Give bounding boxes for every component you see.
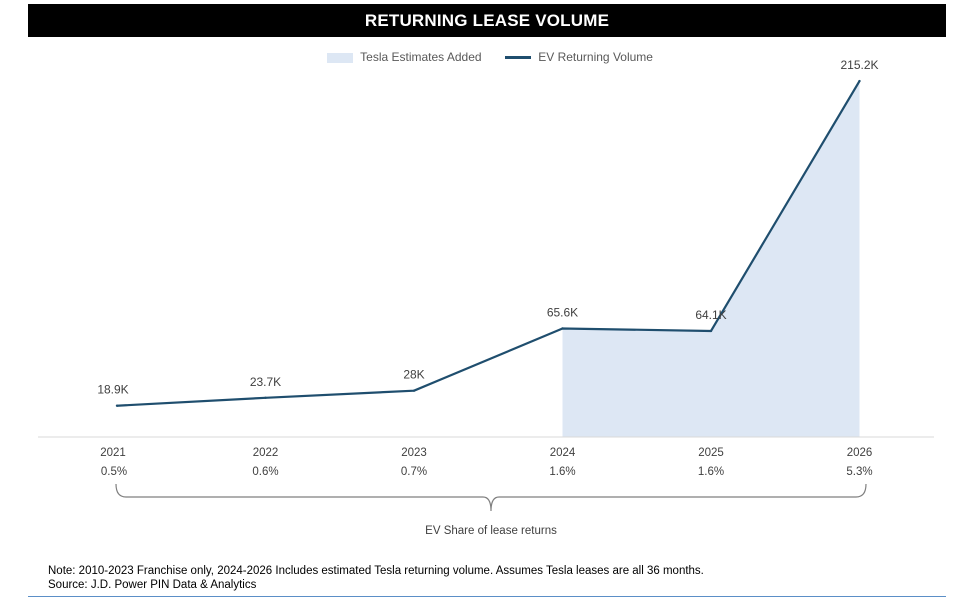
ev-volume-line bbox=[116, 80, 861, 407]
data-point bbox=[264, 396, 267, 399]
legend-item-ev-volume: EV Returning Volume bbox=[504, 49, 653, 64]
ev-share-label: 1.6% bbox=[549, 466, 575, 478]
line-chart: 18.9K 23.7K 28K 65.6K 64.1K 215.2K 2021 0.5% 202… bbox=[38, 58, 934, 537]
data-point bbox=[561, 327, 564, 330]
data-point bbox=[709, 329, 713, 333]
legend-line-label: EV Returning Volume bbox=[538, 49, 653, 64]
legend: Tesla Estimates Added EV Returning Volum… bbox=[0, 49, 980, 64]
data-point bbox=[858, 79, 861, 83]
data-label: 23.7K bbox=[250, 375, 281, 389]
x-tick-label: 2023 bbox=[401, 447, 427, 459]
x-tick-label: 2024 bbox=[550, 447, 576, 459]
chart-title: RETURNING LEASE VOLUME bbox=[28, 4, 946, 37]
data-label: 215.2K bbox=[840, 58, 878, 72]
ev-share-label: 0.6% bbox=[252, 466, 278, 478]
note-line: Note: 2010-2023 Franchise only, 2024-202… bbox=[48, 565, 704, 577]
ev-share-label: 1.6% bbox=[698, 466, 724, 478]
legend-area-swatch bbox=[327, 52, 354, 63]
x-tick-label: 2026 bbox=[847, 447, 873, 459]
share-bracket bbox=[115, 483, 867, 512]
data-label: 65.6K bbox=[547, 305, 578, 319]
legend-line-swatch bbox=[504, 56, 531, 60]
ev-share-label: 5.3% bbox=[846, 466, 872, 478]
data-point bbox=[412, 389, 416, 392]
share-caption: EV Share of lease returns bbox=[425, 525, 557, 537]
data-point bbox=[115, 404, 119, 407]
legend-item-tesla-estimates: Tesla Estimates Added bbox=[327, 50, 482, 64]
tesla-estimates-area bbox=[562, 81, 860, 438]
data-label: 64.1K bbox=[695, 308, 726, 322]
bottom-divider bbox=[28, 596, 946, 597]
ev-share-label: 0.5% bbox=[101, 466, 127, 478]
legend-area-label: Tesla Estimates Added bbox=[360, 49, 482, 64]
ev-share-label: 0.7% bbox=[401, 466, 427, 478]
data-label: 28K bbox=[403, 368, 424, 382]
x-tick-label: 2021 bbox=[100, 447, 126, 459]
footnote: Note: 2010-2023 Franchise only, 2024-202… bbox=[48, 564, 704, 592]
x-tick-label: 2022 bbox=[253, 447, 279, 459]
data-label: 18.9K bbox=[97, 383, 128, 397]
source-line: Source: J.D. Power PIN Data & Analytics bbox=[48, 579, 257, 591]
x-tick-label: 2025 bbox=[698, 447, 724, 459]
